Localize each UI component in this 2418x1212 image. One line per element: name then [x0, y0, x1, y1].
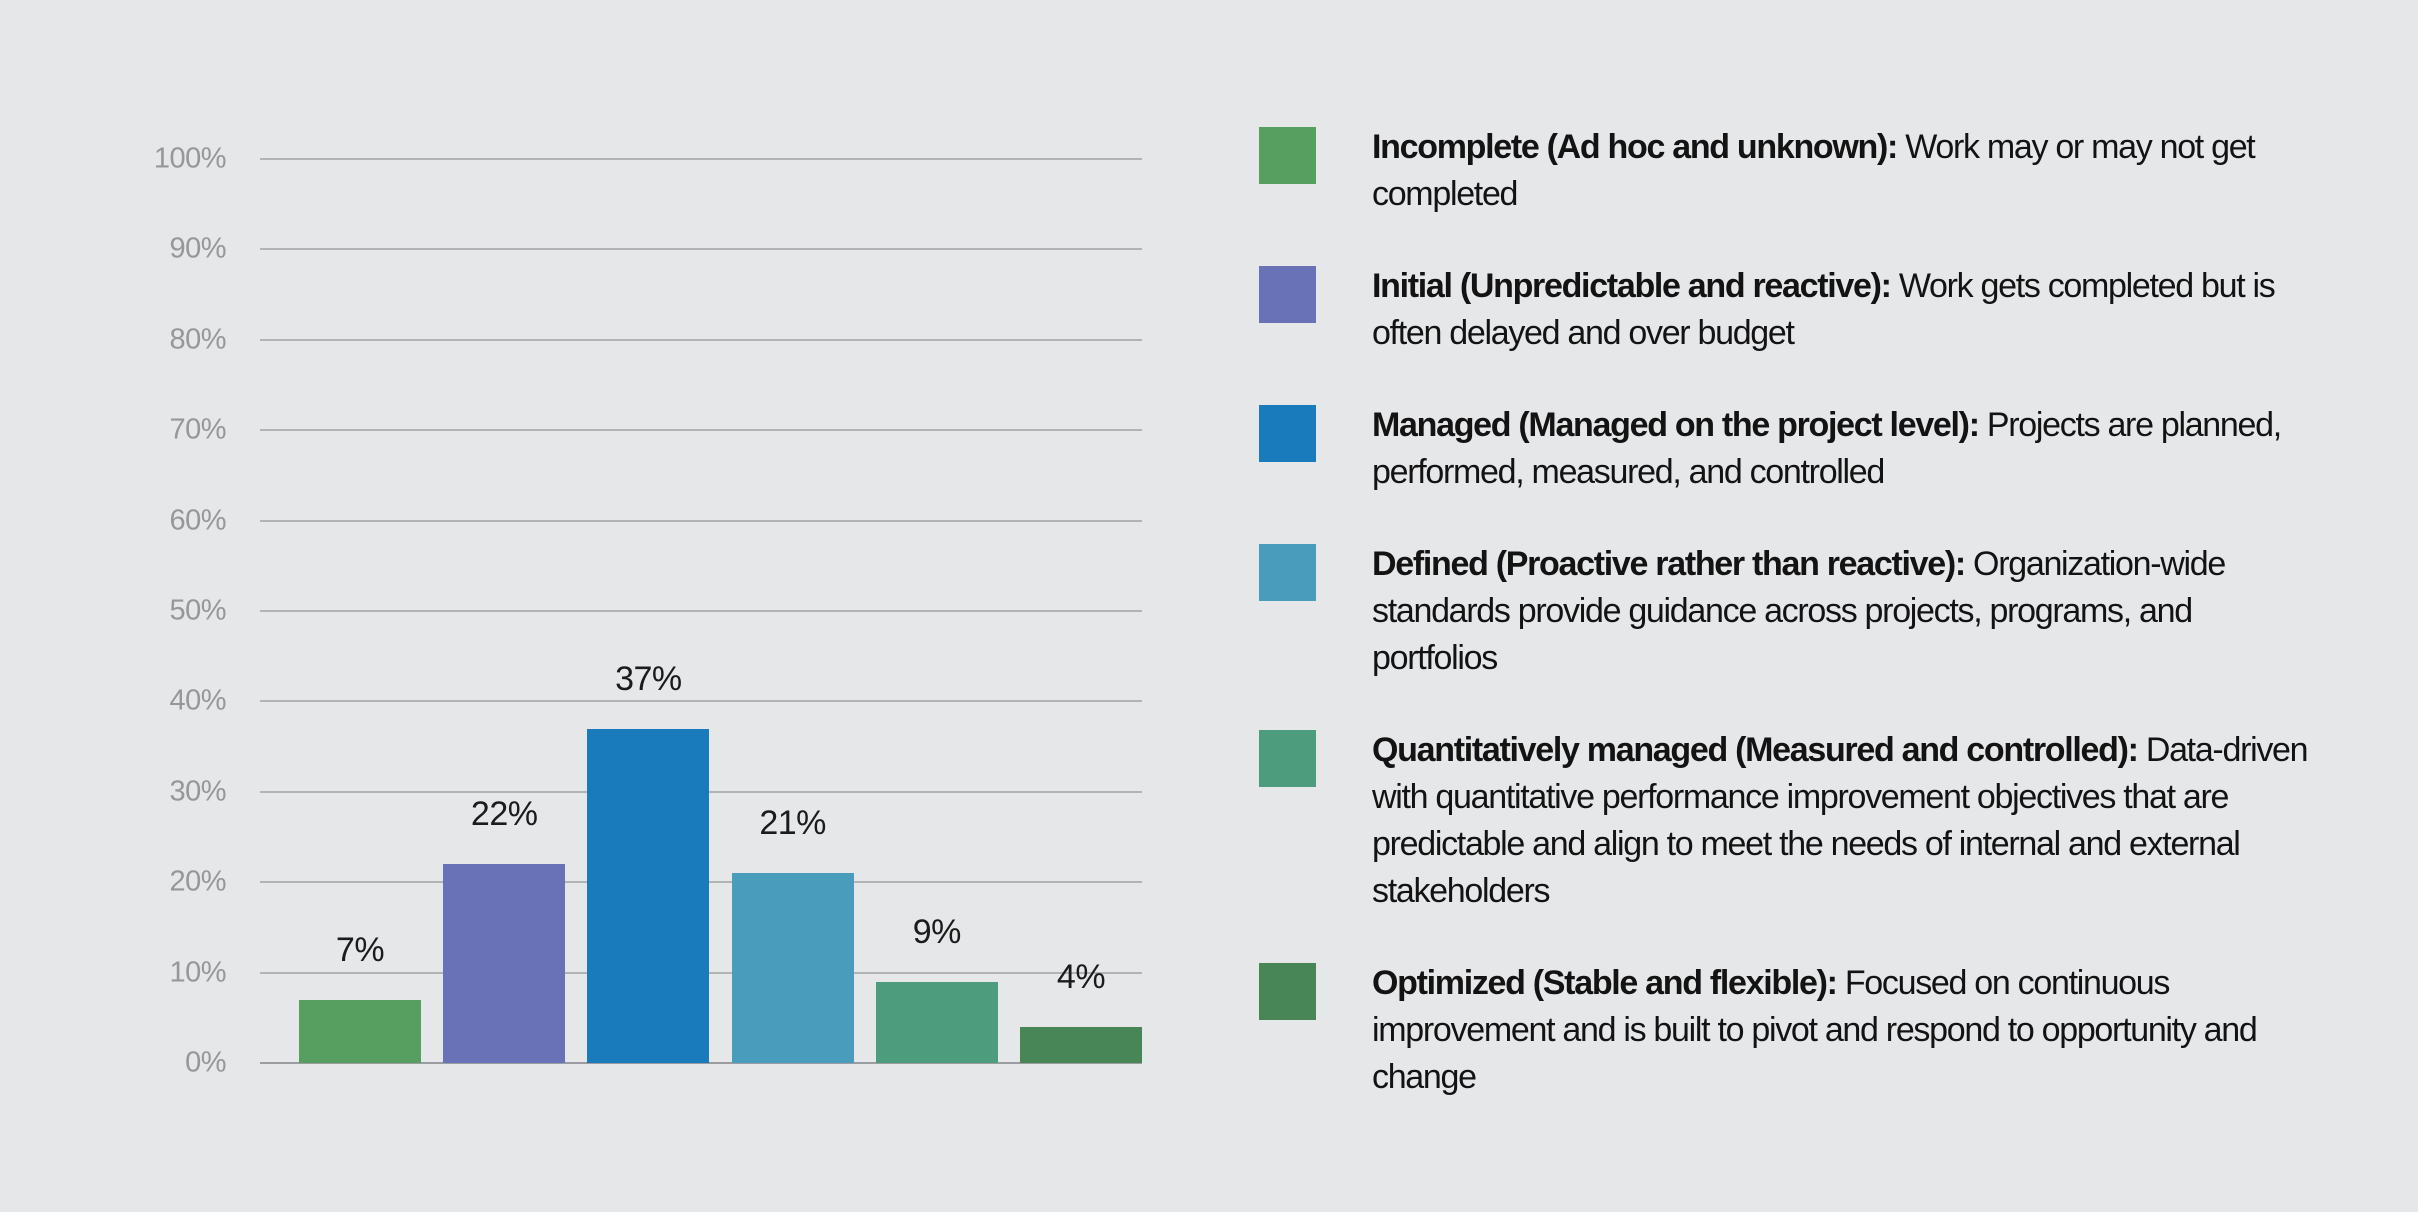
legend-item: Initial (Unpredictable and reactive): Wo…: [1259, 263, 2369, 357]
legend-entry-label: Optimized (Stable and flexible):: [1372, 964, 1838, 1002]
legend-item: Optimized (Stable and flexible): Focused…: [1259, 960, 2369, 1101]
y-axis-tick-label: 10%: [169, 956, 226, 989]
legend-swatch: [1259, 730, 1316, 787]
bar: [443, 864, 566, 1063]
gridline: [260, 248, 1142, 251]
legend-item: Quantitatively managed (Measured and con…: [1259, 727, 2369, 915]
gridline: [260, 338, 1142, 341]
legend-entry-label: Defined (Proactive rather than reactive)…: [1372, 545, 1966, 583]
legend-item: Managed (Managed on the project level): …: [1259, 402, 2369, 496]
bar-value-label: 21%: [759, 804, 826, 843]
bar-value-label: 9%: [912, 912, 962, 951]
gridline: [260, 700, 1142, 703]
legend-item: Defined (Proactive rather than reactive)…: [1259, 541, 2369, 682]
y-axis-tick-label: 20%: [169, 865, 226, 898]
y-axis-tick-label: 90%: [169, 232, 226, 265]
y-axis-tick-label: 80%: [169, 323, 226, 356]
legend-entry-description: Projects are planned, performed, measure…: [1372, 406, 2282, 491]
y-axis-tick-label: 30%: [169, 775, 226, 808]
gridline: [260, 158, 1142, 160]
x-axis-line: [260, 1062, 1142, 1064]
legend-entry-text: Initial (Unpredictable and reactive): Wo…: [1372, 263, 2322, 357]
legend-entry-label: Quantitatively managed (Measured and con…: [1372, 731, 2139, 769]
legend-swatch: [1259, 544, 1316, 601]
legend-entry-text: Quantitatively managed (Measured and con…: [1372, 727, 2322, 915]
legend-swatch: [1259, 405, 1316, 462]
bar: [1020, 1026, 1142, 1063]
y-axis-tick-label: 0%: [185, 1046, 226, 1079]
y-axis-tick-label: 60%: [169, 504, 226, 537]
legend-swatch: [1259, 266, 1316, 323]
gridline: [260, 610, 1142, 612]
legend-entry-label: Managed (Managed on the project level):: [1372, 406, 1980, 444]
legend-entry-label: Incomplete (Ad hoc and unknown):: [1372, 128, 1898, 166]
legend-item: Incomplete (Ad hoc and unknown): Work ma…: [1259, 124, 2369, 218]
gridline: [260, 429, 1142, 432]
legend-entry-description: Data-driven with quantitative performanc…: [1372, 731, 2309, 910]
bar: [875, 981, 998, 1063]
legend-entry-description: Organization-wide standards provide guid…: [1372, 545, 2226, 677]
legend-entry-text: Incomplete (Ad hoc and unknown): Work ma…: [1372, 124, 2322, 218]
legend-entry-label: Initial (Unpredictable and reactive):: [1372, 267, 1892, 305]
bar-value-label: 4%: [1056, 957, 1106, 996]
y-axis-tick-label: 40%: [169, 684, 226, 717]
legend: Incomplete (Ad hoc and unknown): Work ma…: [1259, 124, 2369, 1146]
legend-entry-description: Work gets completed but is often delayed…: [1372, 267, 2276, 352]
legend-entry-description: Focused on continuous improvement and is…: [1372, 964, 2258, 1096]
legend-entry-text: Optimized (Stable and flexible): Focused…: [1372, 960, 2322, 1101]
legend-entry-text: Defined (Proactive rather than reactive)…: [1372, 541, 2322, 682]
bar-value-label: 22%: [470, 795, 538, 834]
legend-entry-text: Managed (Managed on the project level): …: [1372, 402, 2322, 496]
y-axis-tick-label: 70%: [169, 413, 226, 446]
bar-value-label: 7%: [335, 930, 385, 969]
bar-value-label: 37%: [615, 659, 682, 698]
bar: [587, 728, 710, 1063]
gridline: [260, 519, 1142, 522]
bar: [731, 873, 854, 1063]
y-axis-tick-label: 50%: [169, 594, 226, 627]
bar: [299, 999, 421, 1063]
legend-swatch: [1259, 963, 1316, 1020]
legend-swatch: [1259, 127, 1316, 184]
legend-entry-description: Work may or may not get completed: [1372, 128, 2256, 213]
y-axis-tick-label: 100%: [153, 142, 227, 175]
